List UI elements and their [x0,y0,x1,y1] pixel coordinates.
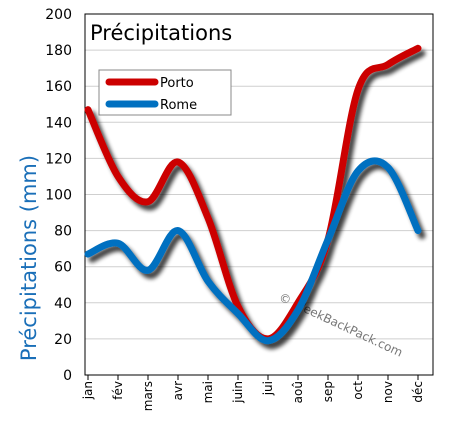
x-tick-label: jui [261,381,275,396]
y-ticks: 0 20 40 60 80 100 120 140 160 180 200 [45,7,72,384]
y-tick-label: 0 [63,368,72,384]
y-tick-label: 40 [54,296,72,312]
x-tick-label: déc [411,381,425,403]
y-tick-label: 160 [45,79,72,95]
y-tick-label: 60 [54,260,72,276]
series [84,44,422,345]
x-ticks: jan fév mars avr mai juin jui aoû sep oct nov déc [81,375,425,411]
x-tick-label: mai [201,381,215,403]
x-tick-label: nov [381,381,395,403]
x-tick-label: juin [231,381,245,404]
x-tick-label: avr [171,381,185,400]
legend: Porto Rome [98,69,232,116]
y-tick-label: 100 [45,188,72,204]
legend-label-porto: Porto [160,76,194,91]
plot-frame [84,13,434,376]
x-tick-label: fév [111,381,125,400]
chart-title: Précipitations [90,21,232,45]
y-axis-label: Précipitations (mm) [17,155,41,361]
y-tick-label: 120 [45,151,72,167]
legend-label-rome: Rome [160,98,197,113]
y-tick-label: 80 [54,224,72,240]
series-line-rome [84,157,422,345]
x-tick-label: mars [141,381,155,411]
x-tick-label: aoû [291,381,305,403]
x-tick-label: jan [81,381,95,400]
y-tick-label: 140 [45,115,72,131]
y-tick-label: 200 [45,7,72,23]
y-tick-label: 180 [45,43,72,59]
y-tick-label: 20 [54,332,72,348]
x-tick-label: sep [321,381,335,402]
x-tick-label: oct [351,381,365,400]
